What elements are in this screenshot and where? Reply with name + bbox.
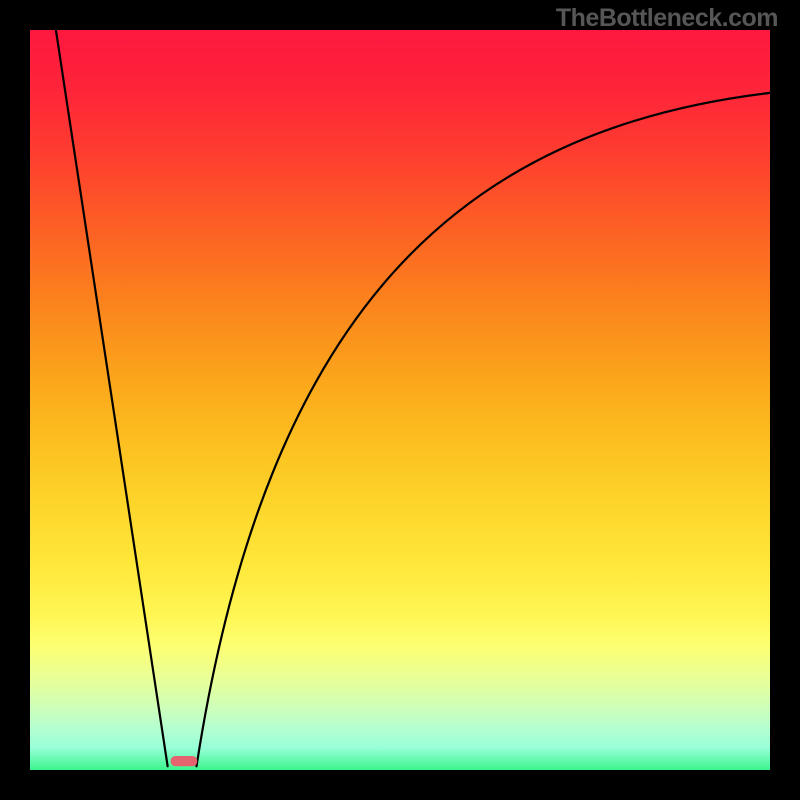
optimal-marker bbox=[171, 756, 198, 766]
watermark: TheBottleneck.com bbox=[556, 4, 778, 33]
chart-svg bbox=[0, 0, 800, 800]
plot-background bbox=[30, 30, 770, 770]
